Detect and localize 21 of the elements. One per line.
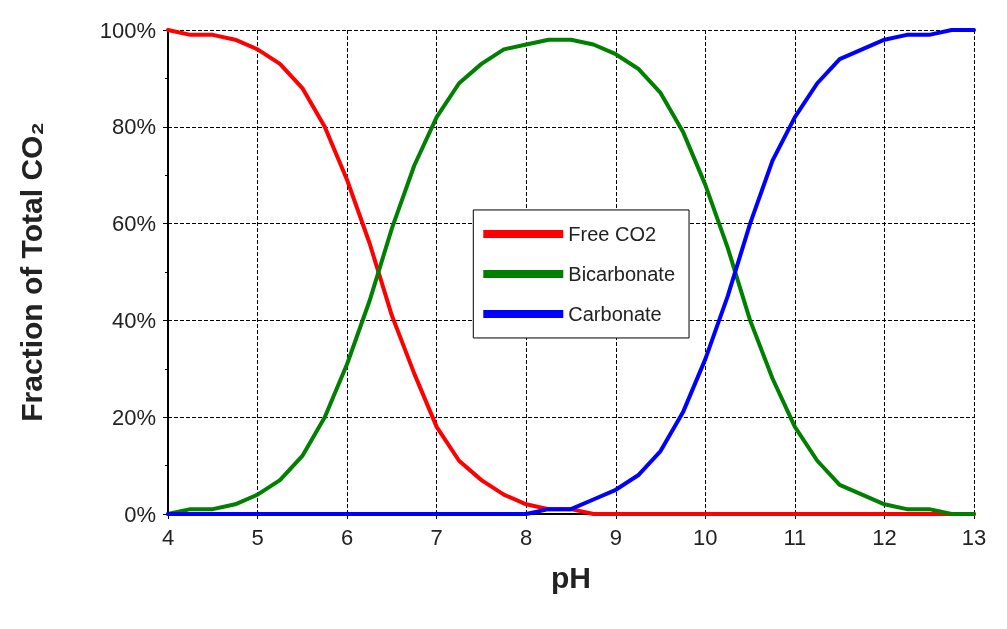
x-tick-label: 7 <box>430 524 443 550</box>
y-tick-label: 0% <box>124 501 156 527</box>
y-tick-label: 40% <box>111 307 156 333</box>
y-tick-label: 100% <box>99 17 156 43</box>
x-tick-label: 12 <box>872 524 897 550</box>
x-axis-title: pH <box>551 560 591 594</box>
y-tick-label: 60% <box>111 211 156 237</box>
x-tick-label: 5 <box>251 524 264 550</box>
y-tick-label: 20% <box>111 404 156 430</box>
x-tick-label: 11 <box>783 524 807 550</box>
legend-label: Free CO2 <box>568 222 657 245</box>
x-tick-label: 8 <box>520 524 533 550</box>
legend-label: Bicarbonate <box>568 262 676 285</box>
x-tick-label: 10 <box>693 524 718 550</box>
x-tick-label: 13 <box>961 524 987 550</box>
legend-label: Carbonate <box>568 302 662 325</box>
x-tick-label: 6 <box>340 524 354 550</box>
y-tick-label: 80% <box>111 114 156 140</box>
y-axis-title: Fraction of Total CO₂ <box>14 122 48 422</box>
x-tick-label: 4 <box>161 524 175 550</box>
x-tick-label: 9 <box>609 524 622 550</box>
